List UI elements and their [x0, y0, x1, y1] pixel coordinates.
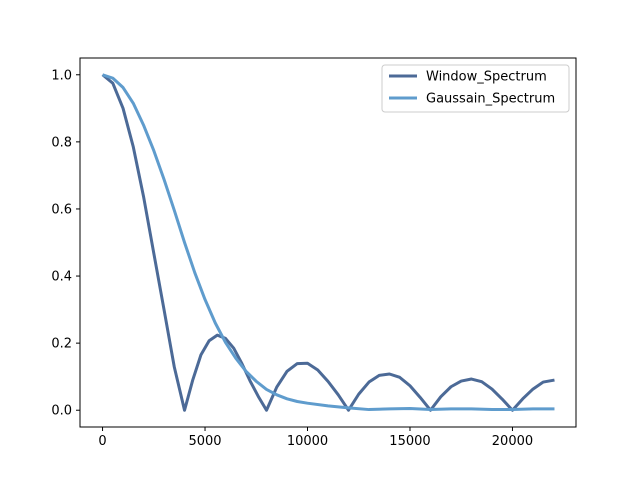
legend-label-1: Gaussain_Spectrum	[426, 92, 555, 107]
x-tick-label: 10000	[287, 434, 328, 449]
x-tick-label: 20000	[492, 434, 533, 449]
x-tick-label: 15000	[389, 434, 430, 449]
x-tick-label: 0	[98, 434, 106, 449]
series-line-1	[102, 73, 555, 412]
y-axis: 0.0 0.2 0.4 0.6 0.8 1.0	[51, 68, 80, 419]
x-tick-label: 5000	[188, 434, 221, 449]
legend: Window_Spectrum Gaussain_Spectrum	[381, 64, 570, 113]
y-tick-label: 0.8	[51, 135, 72, 150]
y-tick-label: 0.6	[51, 202, 72, 217]
legend-box	[381, 64, 570, 113]
x-axis: 0 5000 10000 15000 20000	[98, 427, 533, 449]
y-tick-label: 0.0	[51, 404, 72, 419]
y-tick-label: 1.0	[51, 68, 72, 83]
y-tick-label: 0.4	[51, 270, 72, 285]
series-layer	[101, 73, 555, 412]
plot-frame	[79, 57, 577, 428]
legend-label-0: Window_Spectrum	[426, 70, 547, 85]
series-line-0	[101, 73, 555, 412]
y-tick-label: 0.2	[51, 337, 72, 352]
